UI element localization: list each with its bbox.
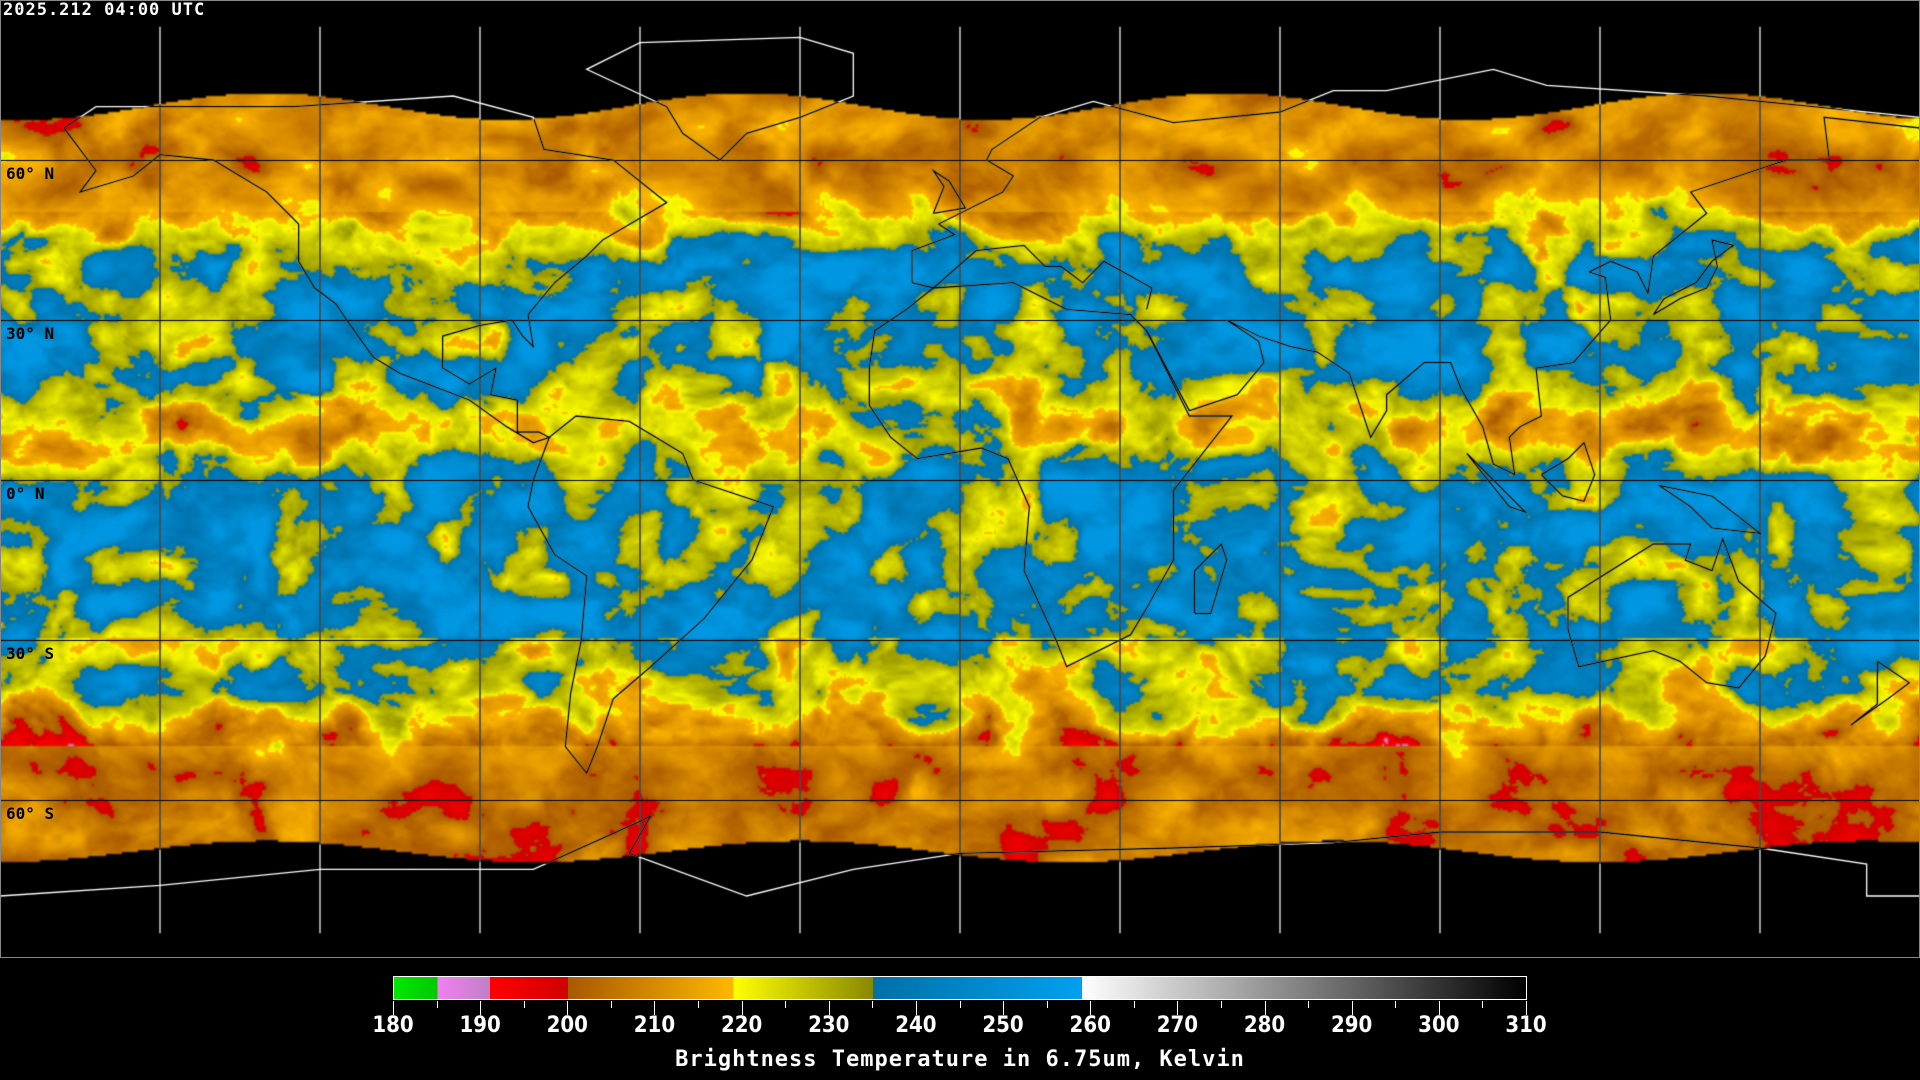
colorbar-tick-label: 210 bbox=[633, 1013, 676, 1038]
colorbar-tick bbox=[1090, 1001, 1092, 1015]
colorbar-tick bbox=[1264, 1001, 1266, 1015]
colorbar-tick-label: 180 bbox=[372, 1013, 414, 1038]
colorbar-tick bbox=[393, 1001, 394, 1015]
colorbar-tick bbox=[1526, 1001, 1527, 1015]
colorbar-tick-label: 240 bbox=[895, 1013, 937, 1038]
colorbar-tick-label: 230 bbox=[808, 1013, 850, 1038]
colorbar-tick bbox=[1395, 1001, 1397, 1008]
lat-label-30n: 30° N bbox=[6, 324, 55, 343]
colorbar-tick bbox=[872, 1001, 874, 1008]
colorbar-title: Brightness Temperature in 6.75um, Kelvin bbox=[675, 1047, 1245, 1072]
colorbar-tick bbox=[654, 1001, 656, 1015]
colorbar-tick bbox=[1351, 1001, 1353, 1015]
colorbar-tick-label: 190 bbox=[459, 1013, 501, 1038]
colorbar-tick-label: 260 bbox=[1069, 1013, 1111, 1038]
colorbar-tick bbox=[828, 1001, 830, 1015]
colorbar-tick bbox=[436, 1001, 438, 1008]
colorbar-tick bbox=[959, 1001, 961, 1008]
colorbar-tick bbox=[523, 1001, 525, 1008]
colorbar-tick bbox=[698, 1001, 700, 1008]
lat-label-0n: 0° N bbox=[6, 484, 45, 503]
colorbar-tick-label: 310 bbox=[1505, 1013, 1547, 1038]
colorbar-tick bbox=[1003, 1001, 1005, 1015]
colorbar-tick-label: 270 bbox=[1156, 1013, 1199, 1038]
colorbar-tick bbox=[915, 1001, 917, 1015]
colorbar-tick bbox=[1133, 1001, 1135, 1008]
colorbar-tick-label: 290 bbox=[1331, 1013, 1373, 1038]
colorbar-tick-label: 300 bbox=[1418, 1013, 1460, 1038]
colorbar-tick bbox=[741, 1001, 743, 1015]
water-vapor-map bbox=[0, 0, 1920, 958]
lat-label-60s: 60° S bbox=[6, 804, 55, 823]
colorbar-tick bbox=[1308, 1001, 1310, 1008]
colorbar-tick-label: 220 bbox=[720, 1013, 763, 1038]
colorbar-tick bbox=[785, 1001, 787, 1008]
colorbar-tick bbox=[480, 1001, 482, 1015]
colorbar-tick-label: 280 bbox=[1243, 1013, 1286, 1038]
colorbar-tick bbox=[610, 1001, 612, 1008]
colorbar-tick bbox=[1046, 1001, 1048, 1008]
colorbar-tick-label: 200 bbox=[546, 1013, 588, 1038]
colorbar-tick bbox=[1438, 1001, 1440, 1015]
colorbar-tick bbox=[1482, 1001, 1484, 1008]
lat-label-60n: 60° N bbox=[6, 164, 55, 183]
colorbar bbox=[393, 976, 1527, 1000]
lat-label-30s: 30° S bbox=[6, 644, 55, 663]
colorbar-tick bbox=[567, 1001, 569, 1015]
colorbar-tick bbox=[1220, 1001, 1222, 1008]
colorbar-tick-label: 250 bbox=[982, 1013, 1024, 1038]
timestamp-label: 2025.212 04:00 UTC bbox=[3, 0, 206, 20]
colorbar-tick bbox=[1177, 1001, 1179, 1015]
